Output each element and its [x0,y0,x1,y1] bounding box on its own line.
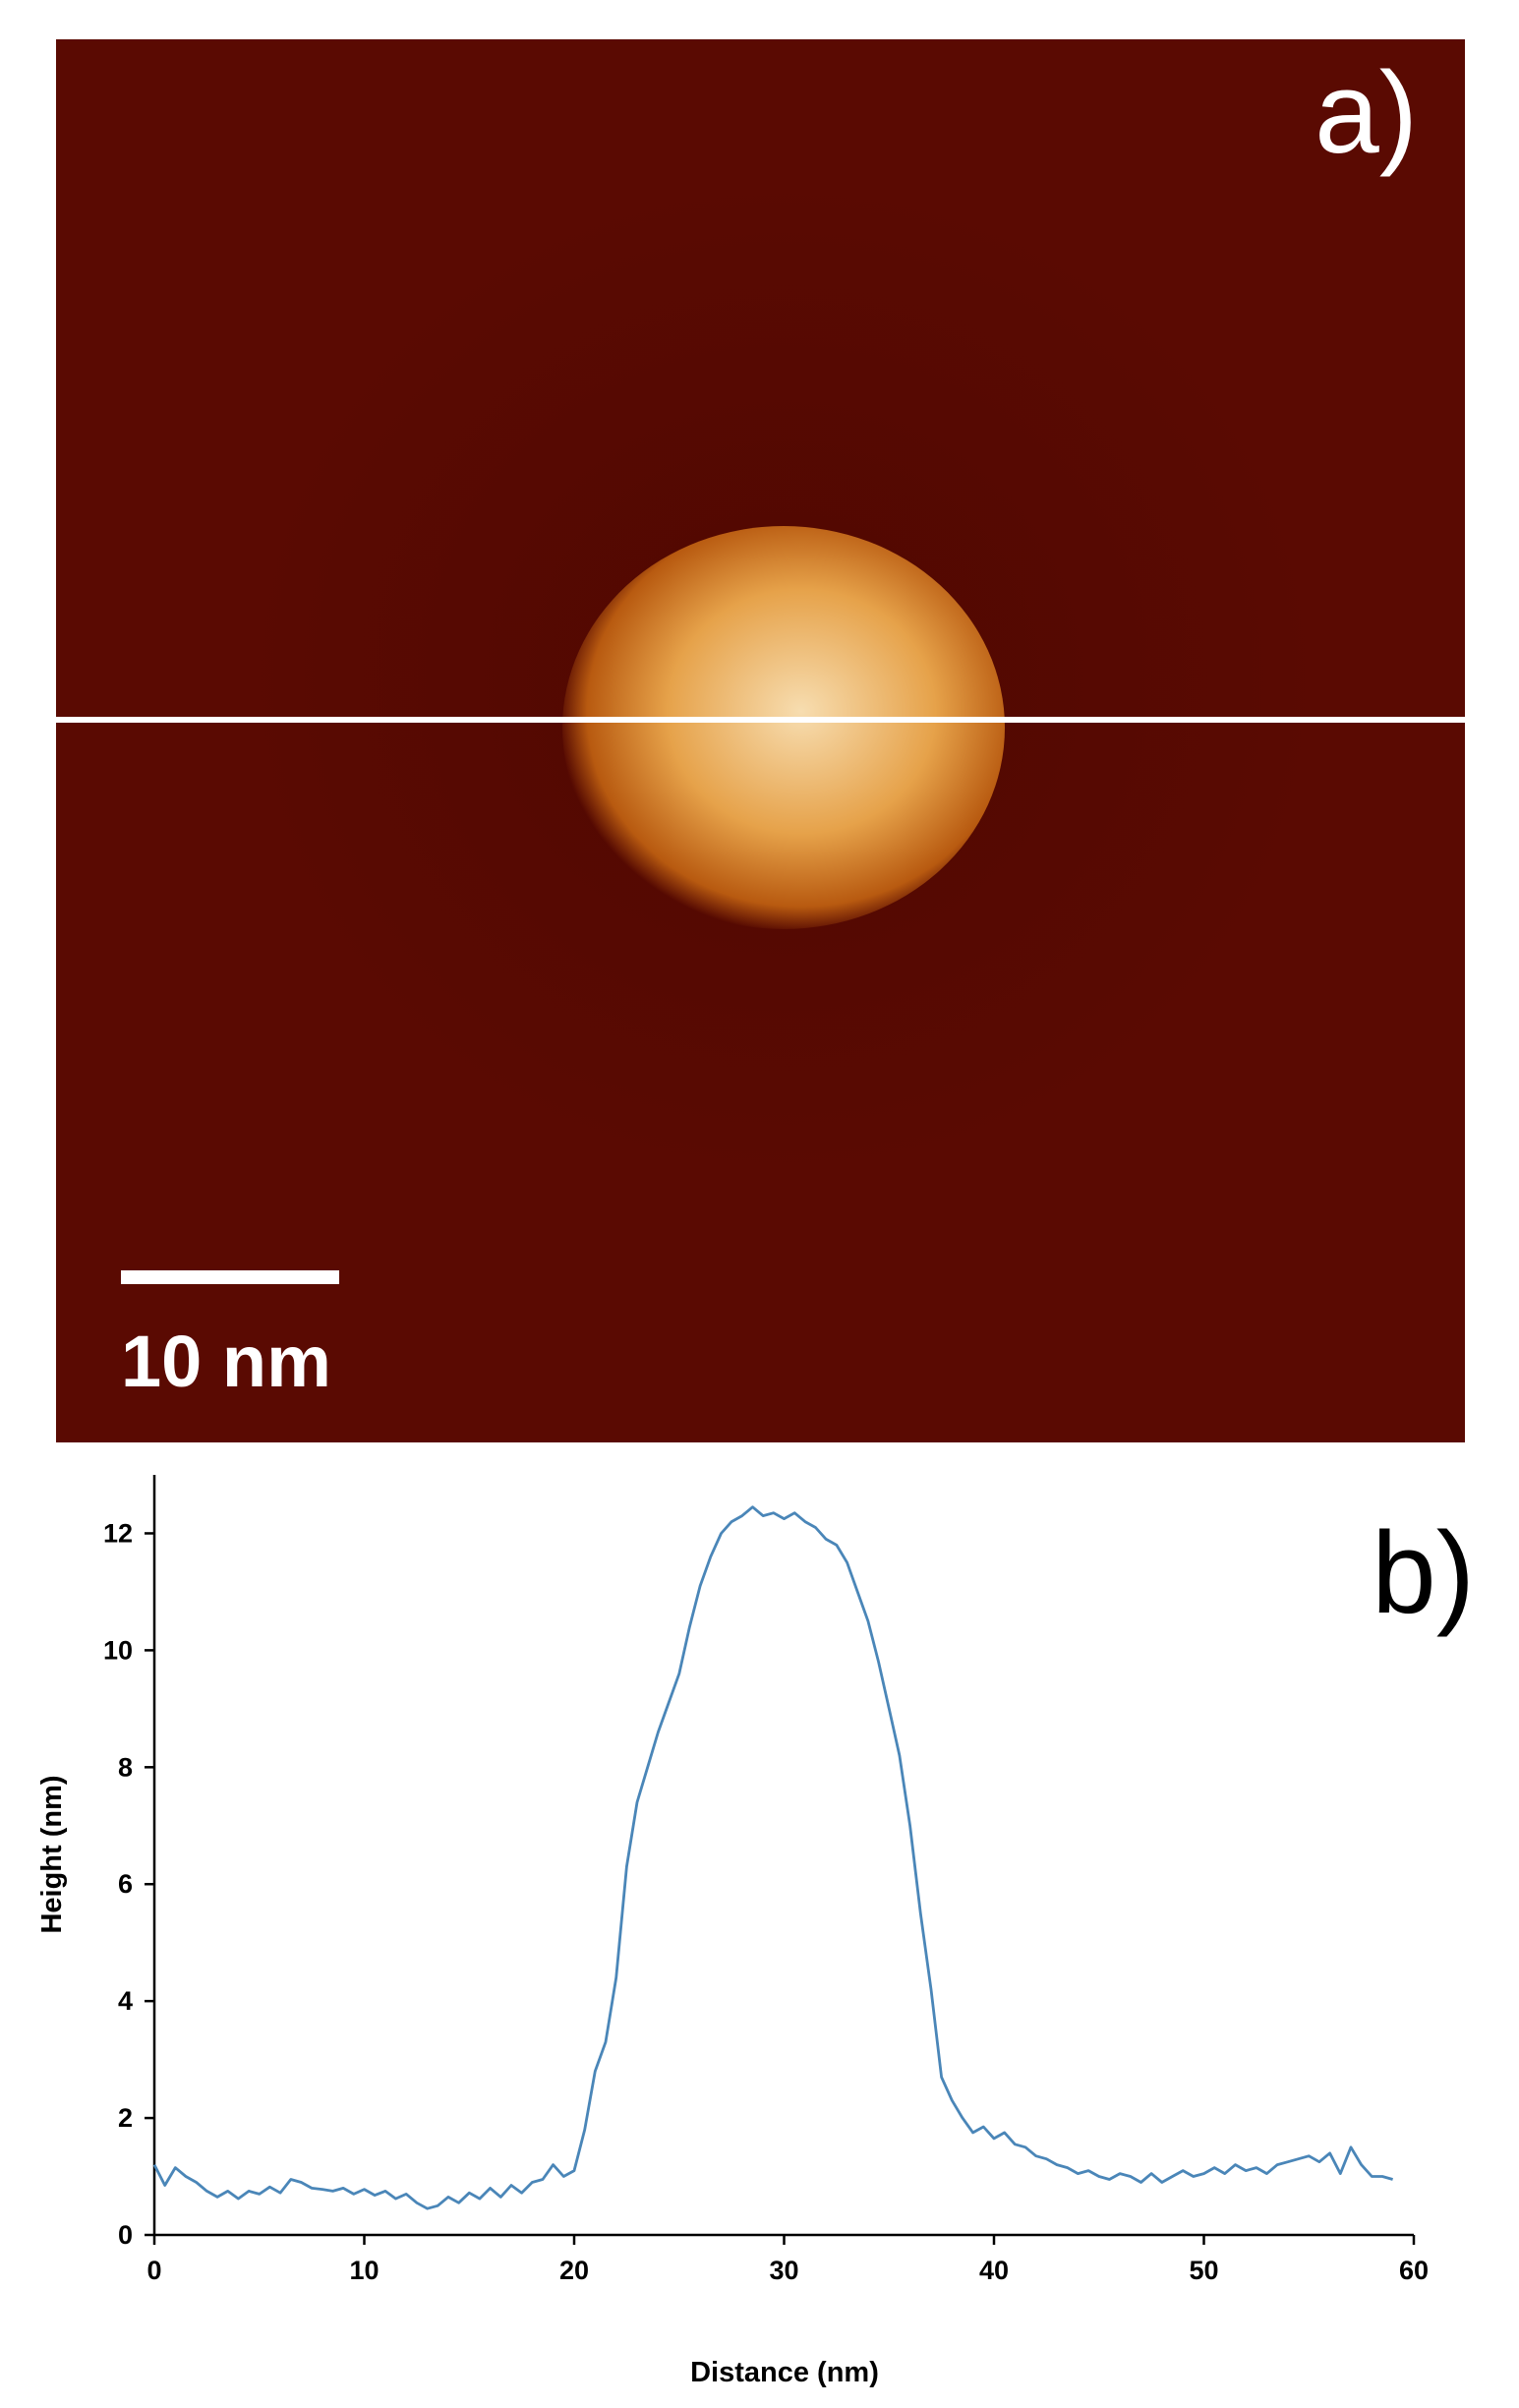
x-tick-label: 40 [979,2256,1009,2285]
x-axis-title: Distance (nm) [690,2357,879,2388]
nanoparticle [562,526,1005,929]
afm-height-image: a) 10 nm [56,39,1465,1442]
y-tick-label: 0 [118,2220,133,2250]
x-tick-label: 60 [1399,2256,1429,2285]
x-tick-label: 0 [146,2256,161,2285]
height-profile-chart: 0 2 4 6 8 10 12 0 10 20 30 40 50 60 Distance (nm) He… [36,1475,1475,2388]
y-tick-label: 6 [118,1869,133,1899]
y-axis-title: Height (nm) [36,1775,68,1933]
y-tick-label: 2 [118,2103,133,2133]
panel-b-label: b) [1372,1508,1475,1638]
y-tick-label: 8 [118,1752,133,1782]
y-axis-ticks: 0 2 4 6 8 10 12 [103,1518,154,2250]
y-tick-label: 10 [103,1635,133,1665]
y-tick-label: 4 [118,1986,133,2016]
line-profile-marker [56,717,1465,723]
y-tick-label: 12 [103,1518,133,1548]
scale-bar-label: 10 nm [121,1321,331,1402]
x-tick-label: 30 [769,2256,798,2285]
panel-a-label: a) [1315,48,1418,178]
x-tick-label: 50 [1189,2256,1218,2285]
scale-bar [121,1270,339,1284]
x-tick-label: 20 [559,2256,589,2285]
x-axis-ticks: 0 10 20 30 40 50 60 [146,2235,1429,2285]
x-tick-label: 10 [349,2256,379,2285]
height-profile-series-line [152,1505,1393,2210]
